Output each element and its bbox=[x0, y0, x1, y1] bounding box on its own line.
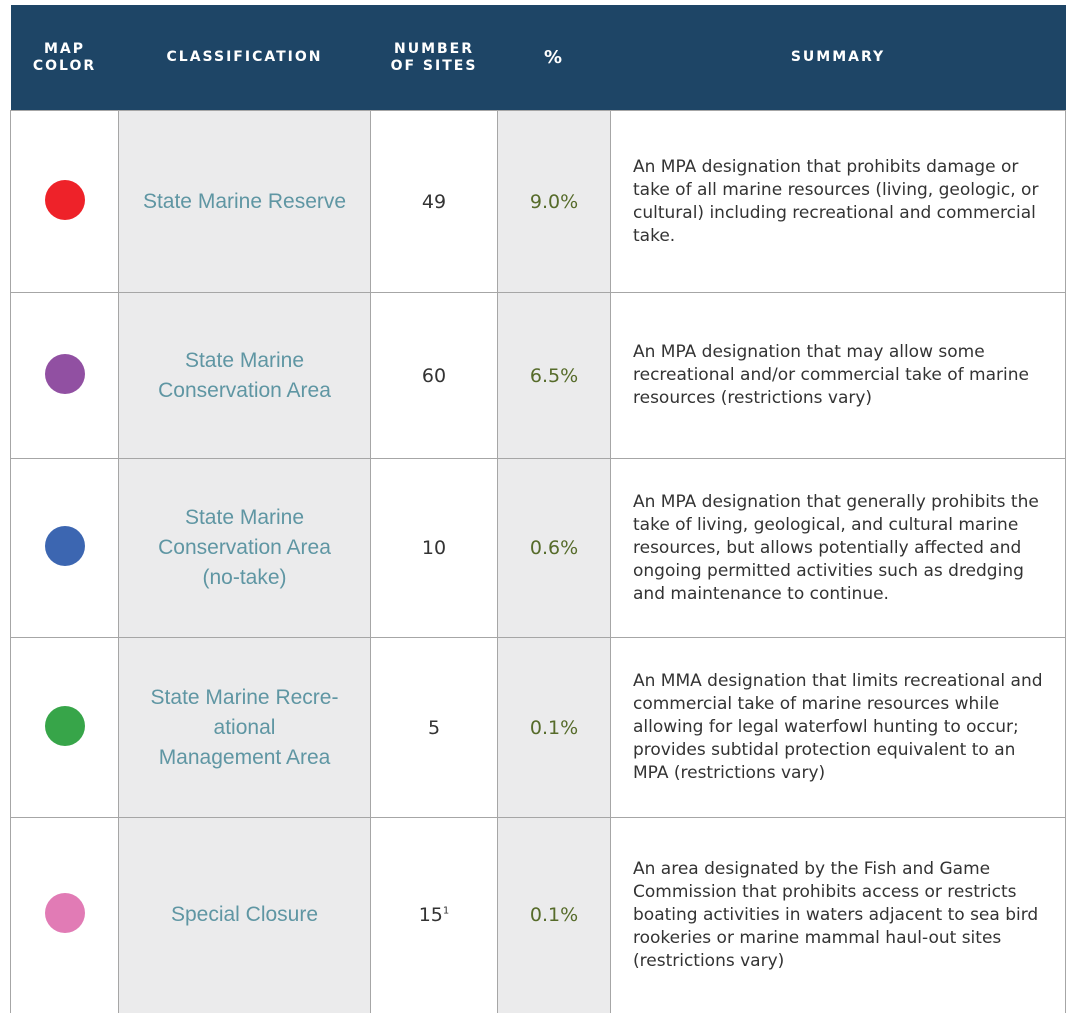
row: State Marine Conservation Area (no-take)… bbox=[10, 458, 1066, 638]
color-cell bbox=[10, 292, 119, 459]
row: State Marine Recre- ational Management A… bbox=[10, 637, 1066, 818]
header-row: MAP COLOR CLASSIFICATION NUMBER OF SITES… bbox=[10, 5, 1066, 111]
summary: An MPA designation that prohibits damage… bbox=[610, 110, 1066, 293]
summary: An MPA designation that may allow some r… bbox=[610, 292, 1066, 459]
map-color-dot bbox=[44, 179, 85, 220]
color-cell bbox=[10, 637, 119, 818]
number-of-sites: 49 bbox=[370, 110, 498, 293]
number-of-sites: 60 bbox=[370, 292, 498, 459]
number-of-sites: 10 bbox=[370, 458, 498, 638]
sites-value: 10 bbox=[421, 537, 447, 559]
classification: State Marine Reserve bbox=[118, 110, 371, 293]
summary: An MPA designation that generally prohib… bbox=[610, 458, 1066, 638]
mpa-table: MAP COLOR CLASSIFICATION NUMBER OF SITES… bbox=[10, 5, 1066, 1013]
map-color-dot bbox=[44, 893, 85, 934]
percent: 0.1% bbox=[497, 637, 611, 818]
row: State Marine Conservation Area 60 6.5% An M… bbox=[10, 292, 1066, 459]
percent: 0.6% bbox=[497, 458, 611, 638]
row: Special Closure 151 0.1% An area designated… bbox=[10, 817, 1066, 1013]
header-cell: SUMMARY bbox=[610, 5, 1066, 111]
percent: 6.5% bbox=[497, 292, 611, 459]
color-cell bbox=[10, 458, 119, 638]
map-color-dot bbox=[44, 526, 85, 566]
classification: State Marine Conservation Area (no-take) bbox=[118, 458, 371, 638]
summary: An MMA designation that limits recreatio… bbox=[610, 637, 1066, 818]
row: State Marine Reserve 49 9.0% An MPA designa… bbox=[10, 110, 1066, 293]
table-wrap: MAP COLOR CLASSIFICATION NUMBER OF SITES… bbox=[10, 5, 1066, 1013]
classification: Special Closure bbox=[118, 817, 371, 1013]
classification: State Marine Recre- ational Management A… bbox=[118, 637, 371, 818]
header-cell: % bbox=[497, 5, 611, 111]
map-color-dot bbox=[44, 353, 85, 394]
summary: An area designated by the Fish and Game … bbox=[610, 817, 1066, 1013]
sites-value: 49 bbox=[421, 190, 447, 213]
color-cell bbox=[10, 817, 119, 1013]
header-cell: MAP COLOR bbox=[10, 5, 119, 111]
table-body: State Marine Reserve 49 9.0% An MPA designa… bbox=[10, 110, 1066, 1013]
number-of-sites: 5 bbox=[370, 637, 498, 818]
map-color-dot bbox=[44, 705, 85, 746]
sites-value: 60 bbox=[421, 364, 447, 387]
header-cell: NUMBER OF SITES bbox=[370, 5, 498, 111]
sites-value: 15 bbox=[418, 904, 443, 927]
percent: 9.0% bbox=[497, 110, 611, 293]
footnote: 1 bbox=[442, 905, 450, 917]
percent: 0.1% bbox=[497, 817, 611, 1013]
classification: State Marine Conservation Area bbox=[118, 292, 371, 459]
header-cell: CLASSIFICATION bbox=[118, 5, 371, 111]
color-cell bbox=[10, 110, 119, 293]
sites-value: 5 bbox=[427, 716, 441, 739]
number-of-sites: 151 bbox=[370, 817, 498, 1013]
